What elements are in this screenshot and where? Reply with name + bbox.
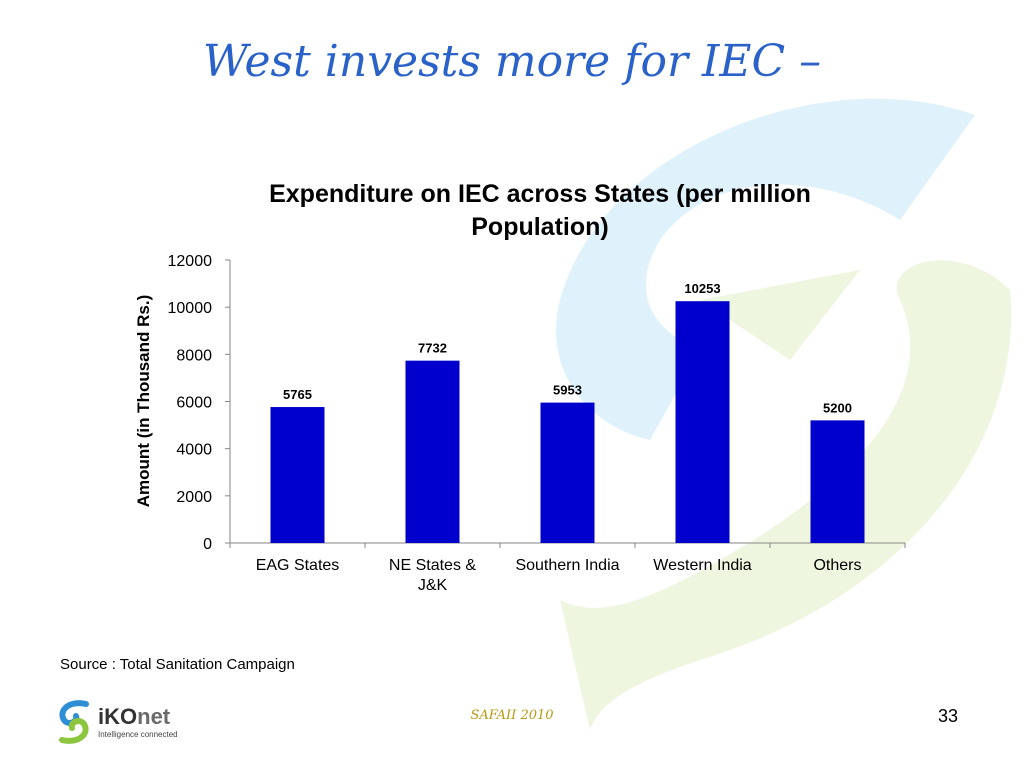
brand-name: iKOnet: [98, 705, 178, 729]
data-label: 7732: [418, 341, 447, 356]
y-tick-label: 0: [203, 536, 212, 553]
y-tick-label: 12000: [168, 253, 213, 270]
brand-logo: iKOnet Intelligence connected: [56, 700, 178, 744]
x-tick-label: NE States & J&K: [389, 557, 476, 594]
data-label: 5953: [553, 383, 582, 398]
watermark-green-arrow: [700, 270, 860, 360]
x-tick-label: EAG States: [256, 557, 340, 574]
slide-title: West invests more for IEC –: [202, 36, 822, 87]
y-tick-label: 2000: [176, 489, 212, 506]
y-tick-label: 8000: [176, 347, 212, 364]
ikonet-logo-icon: [59, 700, 89, 744]
y-axis-label: Amount (in Thousand Rs.): [134, 295, 153, 507]
x-tick-label: Western India: [653, 557, 752, 574]
brand-name-bold: iKO: [98, 704, 138, 729]
brand-name-light: net: [137, 704, 171, 729]
data-label: 5200: [823, 400, 852, 415]
bar: [270, 407, 325, 543]
watermark-blue-arc: [556, 98, 975, 441]
brand-tagline: Intelligence connected: [98, 730, 178, 739]
data-label: 10253: [684, 281, 720, 296]
bar: [810, 420, 865, 543]
watermark-green-arc: [560, 260, 1012, 730]
x-tick-label: Southern India: [515, 557, 619, 574]
y-tick-label: 10000: [168, 300, 213, 317]
bar: [405, 360, 460, 543]
footer-event-label: SAFAII 2010: [470, 708, 554, 723]
x-tick-label: Others: [813, 557, 861, 574]
source-note: Source : Total Sanitation Campaign: [60, 656, 295, 673]
data-label: 5765: [283, 387, 312, 402]
y-tick-label: 6000: [176, 395, 212, 412]
bar: [675, 301, 730, 543]
y-tick-label: 4000: [176, 442, 212, 459]
chart-title: Expenditure on IEC across States (per mi…: [269, 180, 811, 241]
page-number: 33: [938, 706, 959, 726]
bar: [540, 402, 595, 543]
